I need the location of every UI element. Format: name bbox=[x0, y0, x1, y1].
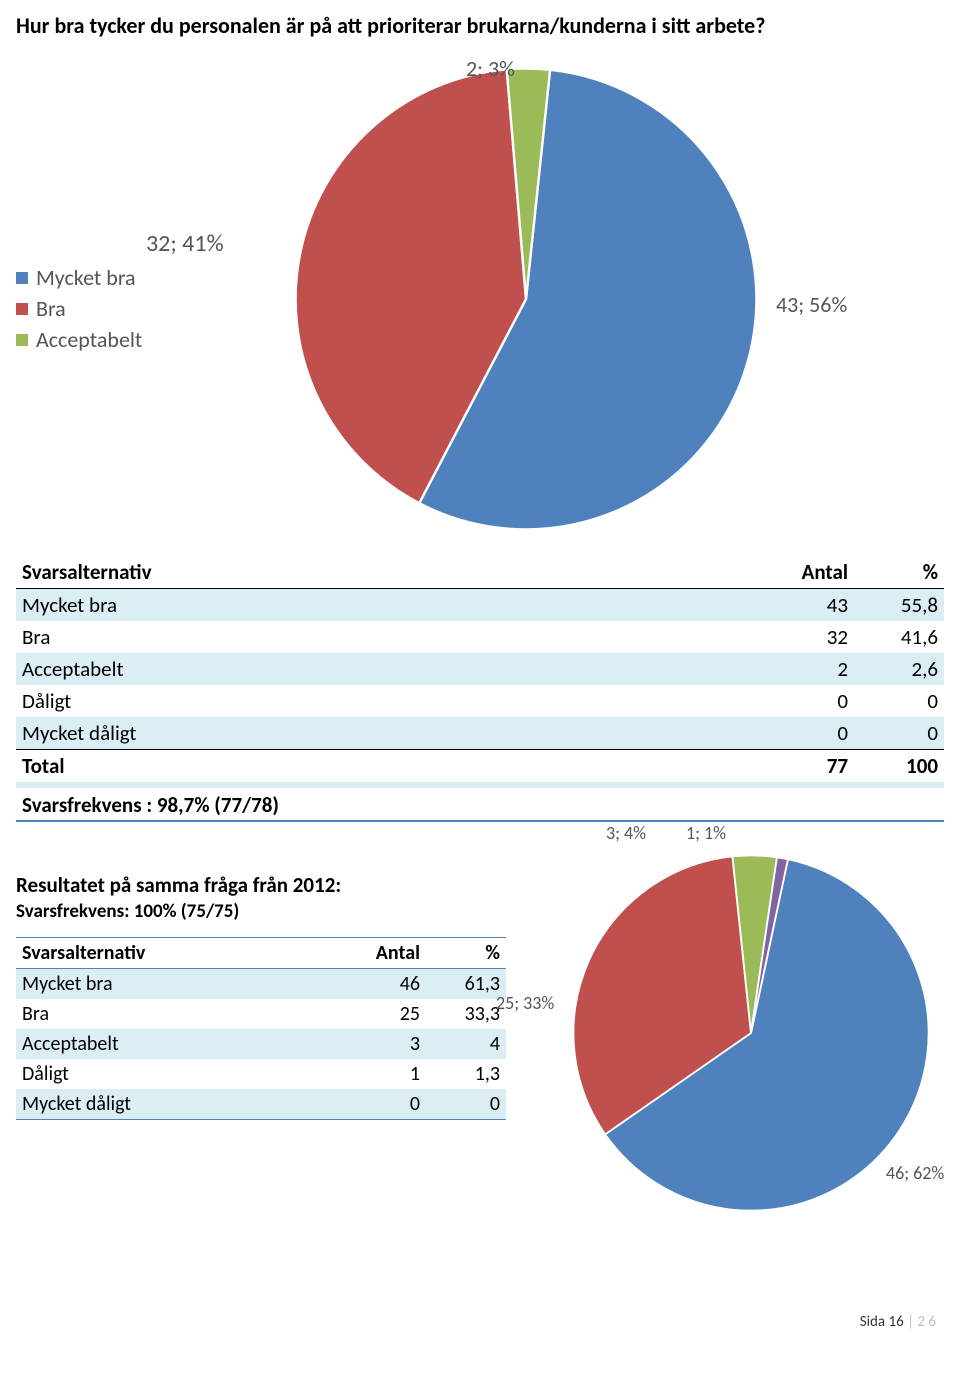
legend-item-bra: Bra bbox=[16, 295, 256, 322]
cell-pct: 0 bbox=[426, 1089, 506, 1120]
th-pct: % bbox=[854, 556, 944, 589]
cell-antal: 2 bbox=[764, 653, 854, 685]
pie2-label-right: 46; 62% bbox=[886, 1162, 944, 1184]
table-row: Dåligt 0 0 bbox=[16, 685, 944, 717]
lower-left: Resultatet på samma fråga från 2012: Sva… bbox=[16, 872, 506, 1120]
cell-antal: 3 bbox=[346, 1029, 426, 1059]
cell-name: Dåligt bbox=[16, 685, 764, 717]
cell-pct: 2,6 bbox=[854, 653, 944, 685]
legend-block: 32; 41% Mycket bra Bra Acceptabelt bbox=[16, 59, 256, 357]
table-row: Dåligt 1 1,3 bbox=[16, 1059, 506, 1089]
cell-pct: 41,6 bbox=[854, 621, 944, 653]
pie2-label-tr: 1; 1% bbox=[686, 822, 726, 844]
cell-antal: 32 bbox=[764, 621, 854, 653]
cell-name: Acceptabelt bbox=[16, 1029, 346, 1059]
legend-item-acceptabelt: Acceptabelt bbox=[16, 326, 256, 353]
footer: Sida 16 | 2 6 bbox=[16, 1313, 944, 1331]
cell-name: Bra bbox=[16, 621, 764, 653]
table-row: Mycket dåligt 0 0 bbox=[16, 717, 944, 750]
pie-chart-2-wrap: 3; 4% 1; 1% 25; 33% 46; 62% bbox=[526, 812, 944, 1223]
cell-name: Mycket bra bbox=[16, 969, 346, 1000]
cell-antal: 77 bbox=[764, 750, 854, 783]
table-row: Mycket bra 43 55,8 bbox=[16, 589, 944, 622]
cell-antal: 0 bbox=[346, 1089, 426, 1120]
page-title: Hur bra tycker du personalen är på att p… bbox=[16, 12, 944, 39]
table-row: Mycket dåligt 0 0 bbox=[16, 1089, 506, 1120]
table-2: Svarsalternativ Antal % Mycket bra 46 61… bbox=[16, 937, 506, 1120]
table-1: Svarsalternativ Antal % Mycket bra 43 55… bbox=[16, 556, 944, 782]
swatch-acceptabelt bbox=[16, 334, 28, 346]
th2-pct: % bbox=[426, 938, 506, 969]
footer-page: Sida 16 bbox=[860, 1313, 904, 1331]
table-row: Acceptabelt 3 4 bbox=[16, 1029, 506, 1059]
sub-sub: Svarsfrekvens: 100% (75/75) bbox=[16, 900, 506, 923]
footer-suffix: 2 6 bbox=[917, 1313, 936, 1331]
cell-antal: 1 bbox=[346, 1059, 426, 1089]
cell-name: Acceptabelt bbox=[16, 653, 764, 685]
table-row-total: Total 77 100 bbox=[16, 750, 944, 783]
th2-antal: Antal bbox=[346, 938, 426, 969]
legend-text: Bra bbox=[36, 295, 66, 322]
cell-pct: 61,3 bbox=[426, 969, 506, 1000]
th-svarsalternativ: Svarsalternativ bbox=[16, 556, 764, 589]
cell-antal: 25 bbox=[346, 999, 426, 1029]
footer-bar: | bbox=[904, 1313, 918, 1331]
legend-item-mycket-bra: Mycket bra bbox=[16, 264, 256, 291]
pie1-label-right: 43; 56% bbox=[776, 291, 847, 318]
cell-pct: 55,8 bbox=[854, 589, 944, 622]
pie2-label-left: 25; 33% bbox=[496, 992, 554, 1014]
cell-antal: 0 bbox=[764, 717, 854, 750]
cell-name: Mycket dåligt bbox=[16, 717, 764, 750]
top-block: 32; 41% Mycket bra Bra Acceptabelt 2; 3%… bbox=[16, 59, 944, 544]
cell-pct: 33,3 bbox=[426, 999, 506, 1029]
cell-antal: 46 bbox=[346, 969, 426, 1000]
cell-antal: 0 bbox=[764, 685, 854, 717]
swatch-bra bbox=[16, 303, 28, 315]
th2-svarsalternativ: Svarsalternativ bbox=[16, 938, 346, 969]
cell-name: Dåligt bbox=[16, 1059, 346, 1089]
legend-pct-label: 32; 41% bbox=[146, 229, 256, 258]
lower-block: Resultatet på samma fråga från 2012: Sva… bbox=[16, 872, 944, 1223]
cell-name: Mycket bra bbox=[16, 589, 764, 622]
table-row: Acceptabelt 2 2,6 bbox=[16, 653, 944, 685]
pie-chart-1-wrap: 2; 3% 43; 56% bbox=[256, 59, 944, 544]
pie2-label-tl: 3; 4% bbox=[606, 822, 646, 844]
swatch-mycket-bra bbox=[16, 272, 28, 284]
table-row: Bra 25 33,3 bbox=[16, 999, 506, 1029]
cell-antal: 43 bbox=[764, 589, 854, 622]
cell-pct: 100 bbox=[854, 750, 944, 783]
cell-pct: 1,3 bbox=[426, 1059, 506, 1089]
sub-heading: Resultatet på samma fråga från 2012: bbox=[16, 872, 506, 898]
th-antal: Antal bbox=[764, 556, 854, 589]
cell-pct: 0 bbox=[854, 717, 944, 750]
table-row: Mycket bra 46 61,3 bbox=[16, 969, 506, 1000]
cell-pct: 0 bbox=[854, 685, 944, 717]
pie-chart-2 bbox=[566, 848, 936, 1218]
table-row: Bra 32 41,6 bbox=[16, 621, 944, 653]
cell-pct: 4 bbox=[426, 1029, 506, 1059]
legend-text: Acceptabelt bbox=[36, 326, 142, 353]
cell-name: Total bbox=[16, 750, 764, 783]
pie1-label-top: 2; 3% bbox=[466, 55, 515, 82]
cell-name: Mycket dåligt bbox=[16, 1089, 346, 1120]
cell-name: Bra bbox=[16, 999, 346, 1029]
legend-text: Mycket bra bbox=[36, 264, 136, 291]
pie-chart-1 bbox=[286, 59, 766, 539]
